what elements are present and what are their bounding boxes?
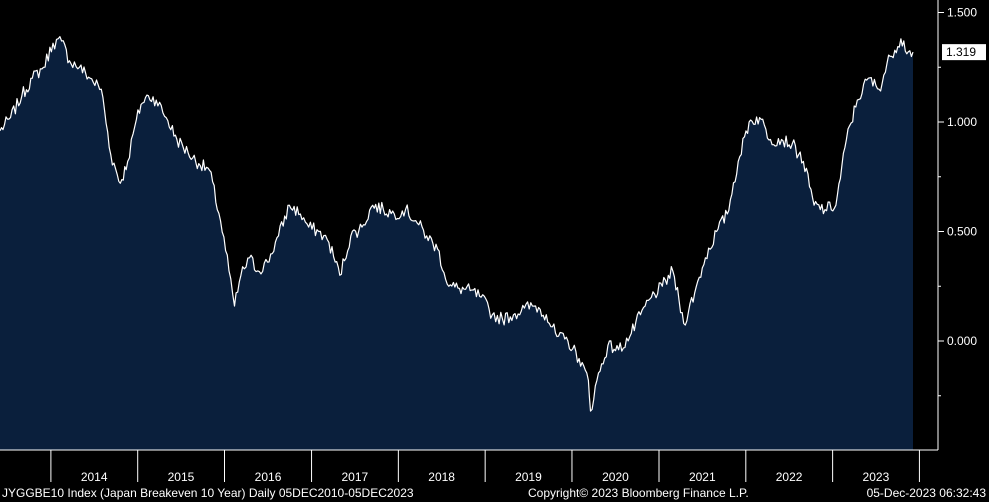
series-line: [0, 36, 914, 412]
y-tick-label: 0.500: [947, 225, 977, 239]
x-tick-label: 2014: [81, 470, 108, 484]
footer-source: JYGGBE10 Index (Japan Breakeven 10 Year)…: [2, 486, 414, 500]
x-tick-label: 2015: [168, 470, 195, 484]
last-value-tag: 1.319: [942, 44, 986, 61]
plot-area: [0, 36, 914, 450]
footer-copyright: Copyright© 2023 Bloomberg Finance L.P.: [528, 486, 749, 500]
last-value-label: 1.319: [946, 45, 976, 59]
x-tick-label: 2017: [341, 470, 368, 484]
footer-timestamp: 05-Dec-2023 06:32:43: [867, 486, 987, 500]
x-tick-label: 2016: [255, 470, 282, 484]
last-value-box: [942, 44, 986, 61]
y-tick-label: 1.500: [947, 6, 977, 20]
x-tick-label: 2018: [428, 470, 455, 484]
x-tick-label: 2023: [863, 470, 890, 484]
y-tick-label: 1.000: [947, 115, 977, 129]
y-tick-label: 0.000: [947, 334, 977, 348]
x-tick-label: 2022: [776, 470, 803, 484]
x-tick-label: 2021: [689, 470, 716, 484]
x-tick-label: 2019: [515, 470, 542, 484]
y-axis-ticks: 1.500 1.000 0.500 0.000: [938, 6, 977, 397]
x-axis-ticks: 2014 2015 2016 2017 2018 2019 2020 2021 2022 2023: [50, 450, 920, 484]
x-tick-label: 2020: [602, 470, 629, 484]
series-area: [0, 36, 913, 450]
